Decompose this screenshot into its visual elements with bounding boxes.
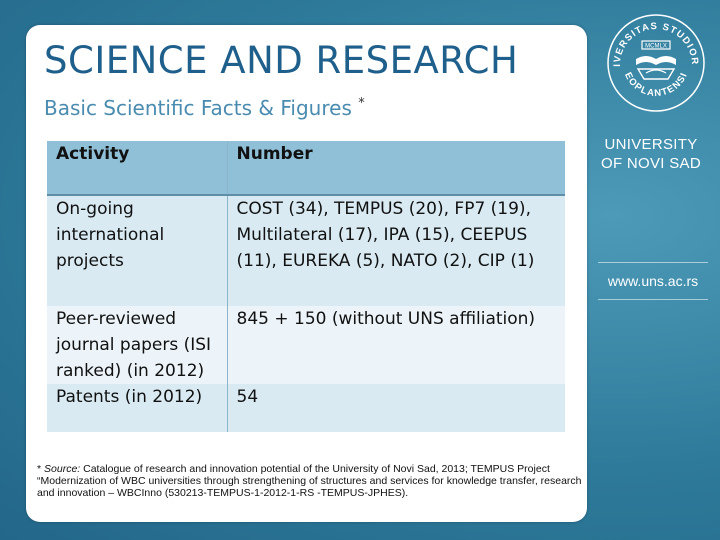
seal-year: MCMLX (645, 44, 667, 50)
table-row: Patents (in 2012) 54 (47, 384, 565, 432)
number-cell: 845 + 150 (without UNS affiliation) (227, 306, 565, 384)
activity-cell: On-going international projects (47, 195, 228, 306)
table-row: Peer-reviewed journal papers (ISI ranked… (47, 306, 565, 384)
activity-cell: Peer-reviewed journal papers (ISI ranked… (47, 306, 228, 384)
divider (598, 262, 708, 263)
divider (598, 299, 708, 300)
footnote-source-label: Source: (44, 463, 81, 475)
number-cell: COST (34), TEMPUS (20), FP7 (19), Multil… (227, 195, 565, 306)
table-row: On-going international projects COST (34… (47, 195, 565, 306)
footnote-text: Catalogue of research and innovation pot… (37, 463, 582, 499)
table-header-row: Activity Number (47, 141, 565, 196)
header-activity: Activity (47, 141, 228, 196)
university-name: UNIVERSITY OF NOVI SAD (596, 135, 706, 173)
university-seal-logo: UNIVERSITAS STUDIORUM NEOPLANTENSIS MCML… (606, 13, 705, 112)
header-number: Number (227, 141, 565, 196)
facts-table: Activity Number On-going international p… (47, 141, 565, 432)
number-cell: 54 (227, 384, 565, 432)
university-name-line2: OF NOVI SAD (601, 155, 701, 172)
website-link[interactable]: www.uns.ac.rs (607, 273, 699, 289)
subtitle-footnote-marker: * (358, 96, 365, 111)
footnote-marker: * (37, 463, 42, 475)
activity-cell: Patents (in 2012) (47, 384, 228, 432)
university-name-line1: UNIVERSITY (604, 136, 698, 153)
slide-title: SCIENCE AND RESEARCH (44, 39, 519, 82)
slide-subtitle: Basic Scientific Facts & Figures * (44, 96, 365, 120)
subtitle-text: Basic Scientific Facts & Figures (44, 96, 352, 120)
footnote: * Source: Catalogue of research and inno… (37, 463, 585, 499)
